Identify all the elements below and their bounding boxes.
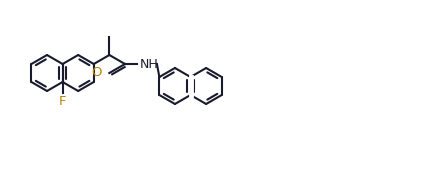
Text: NH: NH — [140, 58, 159, 71]
Text: F: F — [59, 95, 66, 108]
Text: O: O — [91, 66, 101, 79]
